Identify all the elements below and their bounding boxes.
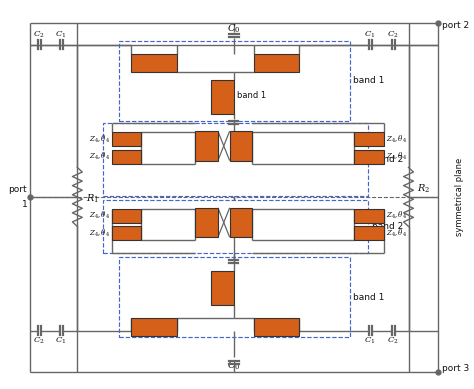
Bar <box>112 226 141 240</box>
Text: $Z_3,$: $Z_3,$ <box>201 134 212 144</box>
Text: band 1: band 1 <box>237 91 265 100</box>
Text: $\theta_3$: $\theta_3$ <box>237 210 246 221</box>
Bar <box>254 318 300 336</box>
Text: $Z_4,\theta_4$: $Z_4,\theta_4$ <box>89 133 110 145</box>
Bar <box>195 131 218 161</box>
Text: $Z_2,\theta_2$: $Z_2,\theta_2$ <box>142 58 166 69</box>
Bar <box>230 208 252 237</box>
Text: $R_2$: $R_2$ <box>417 183 430 195</box>
Text: port 3: port 3 <box>442 364 469 373</box>
Text: $Z_2,\theta_2$: $Z_2,\theta_2$ <box>265 321 289 332</box>
Text: symmetrical plane: symmetrical plane <box>455 158 464 236</box>
Text: $Z_2,\theta_2$: $Z_2,\theta_2$ <box>265 58 289 69</box>
Text: $Z_1,$: $Z_1,$ <box>214 275 227 285</box>
Text: $Z_4,\theta_4$: $Z_4,\theta_4$ <box>386 151 407 162</box>
Text: $C_0$: $C_0$ <box>227 23 240 35</box>
Bar <box>112 209 141 223</box>
Text: band 2: band 2 <box>372 222 403 231</box>
Bar <box>211 271 234 305</box>
Bar <box>195 208 218 237</box>
Text: $Z_4,\theta_4$: $Z_4,\theta_4$ <box>89 228 110 239</box>
Text: $Z_1,$: $Z_1,$ <box>218 84 231 95</box>
Bar <box>254 54 300 72</box>
Text: $C_0$: $C_0$ <box>227 360 240 372</box>
Text: $C_2$: $C_2$ <box>33 335 45 345</box>
Text: $Z_2,\theta_2$: $Z_2,\theta_2$ <box>142 321 166 332</box>
Bar <box>103 200 368 253</box>
Bar <box>230 131 252 161</box>
Text: $Z_4,\theta_4$: $Z_4,\theta_4$ <box>89 210 110 221</box>
Bar <box>211 80 234 114</box>
Text: band 1: band 1 <box>354 293 385 302</box>
Text: 1: 1 <box>21 200 27 209</box>
Bar <box>355 150 384 163</box>
Text: $\theta_1$: $\theta_1$ <box>216 288 225 300</box>
Text: $Z_4,\theta_4$: $Z_4,\theta_4$ <box>386 133 407 145</box>
Text: band 1: band 1 <box>354 77 385 86</box>
Bar <box>118 41 349 121</box>
Text: $C_2$: $C_2$ <box>387 335 399 345</box>
Bar <box>355 209 384 223</box>
Text: $Z_4,\theta_4$: $Z_4,\theta_4$ <box>386 228 407 239</box>
Text: $C_1$: $C_1$ <box>365 335 376 345</box>
Bar <box>112 150 141 163</box>
Bar <box>355 132 384 146</box>
Text: $\theta_3$: $\theta_3$ <box>202 146 211 158</box>
Text: $\theta_3$: $\theta_3$ <box>202 223 211 234</box>
Bar <box>131 54 177 72</box>
Text: $Z_4,\theta_4$: $Z_4,\theta_4$ <box>89 151 110 162</box>
Text: $\theta_3$: $\theta_3$ <box>237 133 246 145</box>
Text: port: port <box>9 185 27 194</box>
Text: $R_1$: $R_1$ <box>86 193 99 205</box>
Text: $N_3^3$: $N_3^3$ <box>236 146 246 157</box>
Text: $Z_4,\theta_4$: $Z_4,\theta_4$ <box>386 210 407 221</box>
Text: $C_1$: $C_1$ <box>55 30 66 40</box>
Bar <box>131 318 177 336</box>
Bar <box>112 132 141 146</box>
Text: $N_3^3$: $N_3^3$ <box>236 223 246 234</box>
Text: port 2: port 2 <box>442 21 469 30</box>
Text: $Z_3,$: $Z_3,$ <box>201 210 212 221</box>
Text: $C_2$: $C_2$ <box>33 30 45 40</box>
Text: band 2: band 2 <box>372 155 403 164</box>
Text: $\theta_1$: $\theta_1$ <box>219 98 229 109</box>
Bar <box>355 226 384 240</box>
Text: $C_1$: $C_1$ <box>365 30 376 40</box>
Text: $C_2$: $C_2$ <box>387 30 399 40</box>
Bar <box>103 123 368 196</box>
Bar <box>118 257 349 338</box>
Text: $C_1$: $C_1$ <box>55 335 66 345</box>
